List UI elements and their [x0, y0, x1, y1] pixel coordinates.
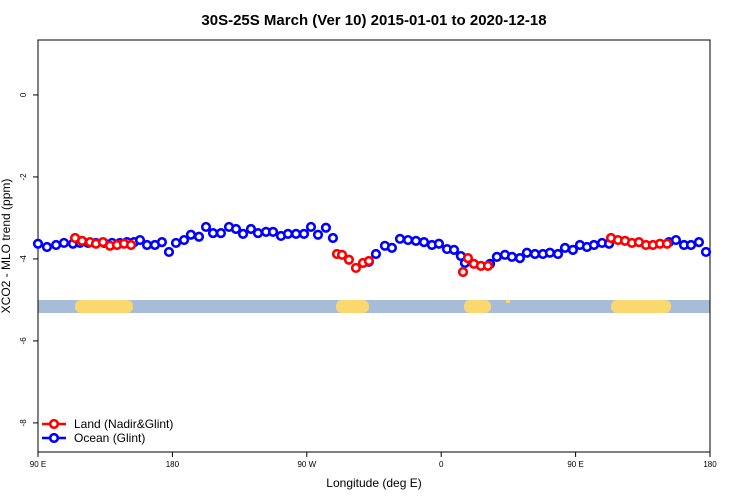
legend-label: Land (Nadir&Glint) — [74, 417, 173, 431]
x-tick-label: 90 E — [30, 460, 46, 469]
point — [350, 262, 362, 274]
point — [370, 248, 382, 260]
point — [336, 249, 348, 260]
legend-marker — [48, 432, 60, 444]
point — [402, 234, 414, 246]
point — [661, 238, 673, 249]
point — [544, 247, 556, 258]
x-tick-label: 180 — [703, 460, 717, 469]
point — [312, 229, 324, 240]
point — [290, 228, 302, 240]
point — [282, 228, 294, 240]
surface-band — [38, 300, 710, 313]
point — [141, 239, 153, 251]
y-tick-label: -2 — [19, 173, 28, 181]
point — [529, 248, 541, 260]
x-tick-label: 90 W — [297, 460, 316, 469]
point — [491, 251, 503, 262]
point — [482, 260, 494, 271]
y-tick-label: 0 — [19, 92, 28, 97]
land-band — [336, 300, 369, 313]
point — [245, 223, 257, 235]
point — [433, 238, 445, 249]
point — [320, 222, 332, 233]
point — [418, 237, 430, 248]
point — [76, 235, 88, 246]
point — [448, 244, 460, 255]
point — [567, 244, 579, 255]
point — [252, 227, 264, 239]
point — [58, 237, 70, 249]
point — [41, 241, 53, 253]
point — [506, 251, 518, 262]
point — [134, 234, 146, 246]
y-tick-label: -8 — [19, 419, 28, 427]
point — [267, 226, 279, 237]
x-tick-label: 90 E — [567, 460, 583, 469]
point — [178, 234, 190, 246]
point — [50, 239, 62, 251]
point — [230, 223, 242, 235]
point — [215, 227, 227, 239]
point — [462, 252, 474, 264]
point — [156, 237, 168, 248]
legend-label: Ocean (Glint) — [74, 431, 145, 445]
point — [693, 237, 705, 248]
point — [552, 248, 564, 260]
ocean-band — [38, 300, 710, 313]
point — [185, 229, 197, 240]
land-band — [75, 300, 133, 313]
point — [237, 228, 249, 240]
point — [200, 221, 212, 233]
point — [163, 246, 175, 258]
point — [193, 231, 205, 242]
point — [588, 239, 600, 251]
point — [343, 254, 355, 265]
point — [457, 266, 469, 278]
point — [363, 255, 375, 267]
chart-title: 30S-25S March (Ver 10) 2015-01-01 to 202… — [201, 12, 546, 29]
x-tick-label: 0 — [439, 460, 444, 469]
x-tick-label: 180 — [166, 460, 180, 469]
point — [207, 227, 219, 239]
point — [327, 232, 339, 244]
land-band — [506, 300, 510, 303]
point — [32, 238, 44, 249]
point — [670, 234, 682, 246]
point — [559, 242, 571, 253]
x-axis-label: Longitude (deg E) — [326, 476, 421, 490]
point — [700, 246, 712, 258]
point — [298, 228, 310, 240]
point — [521, 247, 533, 258]
point — [514, 252, 525, 264]
land-band — [611, 300, 671, 313]
y-tick-label: -4 — [19, 255, 28, 263]
y-tick-label: -6 — [19, 337, 28, 345]
point — [125, 239, 137, 251]
point — [410, 235, 422, 246]
legend-marker — [48, 418, 60, 430]
y-axis-label: XCO2 - MLO trend (ppm) — [0, 179, 13, 314]
point — [685, 239, 697, 251]
point — [305, 221, 317, 233]
point — [386, 242, 398, 253]
land-band — [464, 300, 491, 313]
point — [394, 233, 406, 244]
point — [170, 237, 182, 249]
